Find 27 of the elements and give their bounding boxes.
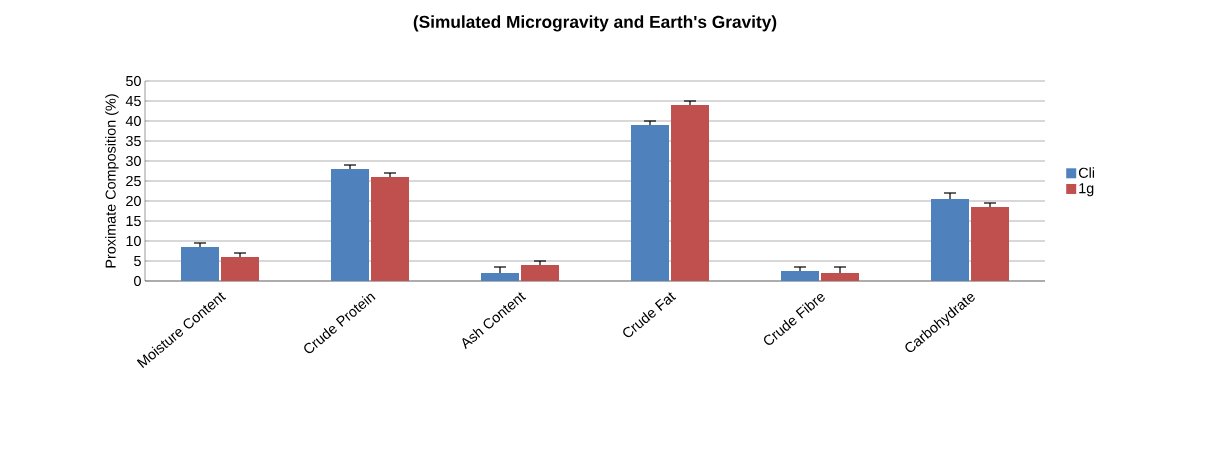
bar: [521, 265, 560, 281]
bar: [671, 105, 710, 281]
bar: [331, 169, 370, 281]
y-tick-label: 40: [125, 115, 141, 127]
y-tick-label: 0: [134, 275, 141, 287]
y-axis-title: Proximate Composition (%): [105, 94, 119, 268]
y-tick-label: 30: [126, 155, 141, 167]
y-tick-label: 50: [126, 75, 141, 87]
chart-title: (Simulated Microgravity and Earth's Gravity): [413, 15, 777, 32]
y-tick-label: 35: [126, 135, 141, 147]
bar: [371, 177, 410, 281]
bar: [931, 199, 970, 281]
y-tick-label: 20: [126, 195, 141, 207]
legend-label: 1g: [1079, 183, 1094, 197]
legend-label: Cli: [1078, 167, 1095, 178]
bar: [221, 257, 260, 281]
y-tick-label: 45: [125, 95, 141, 107]
y-tick-label: 10: [126, 235, 141, 247]
bar: [821, 273, 860, 281]
bar: [631, 125, 670, 281]
y-tick-label: 5: [134, 255, 141, 267]
bar: [181, 247, 220, 281]
y-tick-label: 25: [126, 175, 141, 187]
bar: [971, 207, 1010, 281]
bar: [481, 273, 520, 281]
bar: [781, 271, 820, 281]
y-tick-label: 15: [126, 215, 141, 227]
